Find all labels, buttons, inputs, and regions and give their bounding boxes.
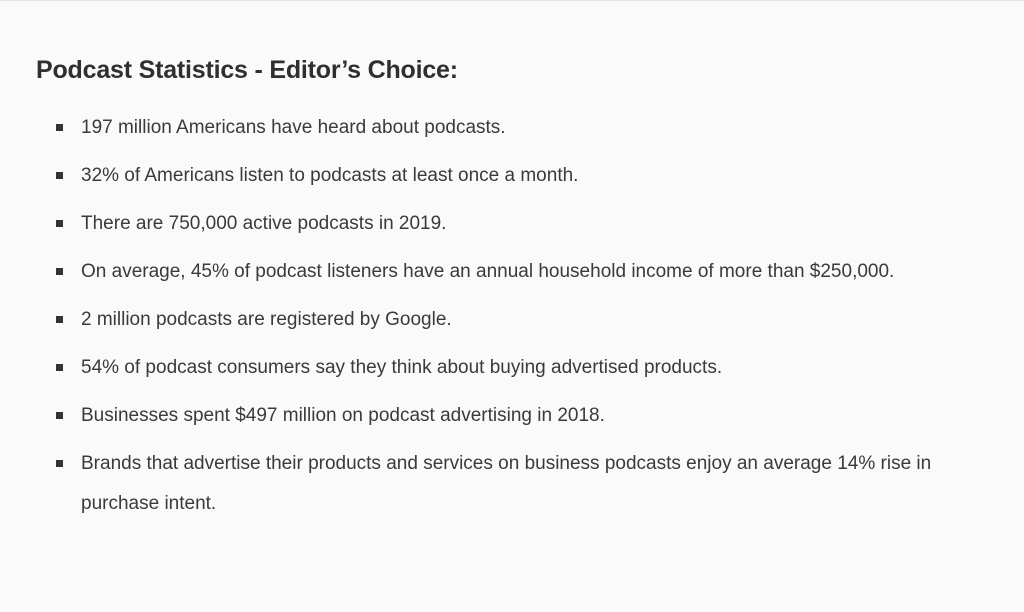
top-divider [0,0,1024,1]
article-section: Podcast Statistics - Editor’s Choice: 19… [36,52,996,532]
square-bullet-icon [56,268,63,275]
stats-list: 197 million Americans have heard about p… [36,108,996,524]
list-item-text: 197 million Americans have heard about p… [81,117,506,138]
square-bullet-icon [56,220,63,227]
list-item: 54% of podcast consumers say they think … [36,348,996,388]
square-bullet-icon [56,172,63,179]
list-item-text: Brands that advertise their products and… [81,453,932,514]
list-item: 2 million podcasts are registered by Goo… [36,300,996,340]
list-item: 197 million Americans have heard about p… [36,108,996,148]
list-item: On average, 45% of podcast listeners hav… [36,252,996,292]
list-item-text: 54% of podcast consumers say they think … [81,357,723,378]
list-item-text: On average, 45% of podcast listeners hav… [81,261,895,282]
section-heading: Podcast Statistics - Editor’s Choice: [36,56,458,84]
list-item: Businesses spent $497 million on podcast… [36,396,996,436]
list-item-text: There are 750,000 active podcasts in 201… [81,213,447,234]
list-item: Brands that advertise their products and… [36,444,996,524]
square-bullet-icon [56,124,63,131]
list-item: There are 750,000 active podcasts in 201… [36,204,996,244]
square-bullet-icon [56,316,63,323]
list-item-text: Businesses spent $497 million on podcast… [81,405,605,426]
square-bullet-icon [56,412,63,419]
square-bullet-icon [56,460,63,467]
list-item-text: 2 million podcasts are registered by Goo… [81,309,452,330]
list-item: 32% of Americans listen to podcasts at l… [36,156,996,196]
square-bullet-icon [56,364,63,371]
list-item-text: 32% of Americans listen to podcasts at l… [81,165,579,186]
